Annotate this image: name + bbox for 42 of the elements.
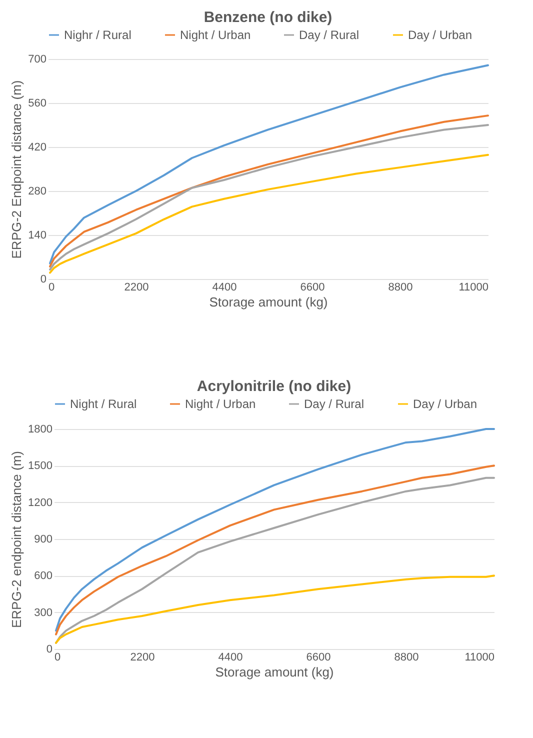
legend-label: Night / Rural [70, 397, 137, 411]
legend-label: Nighr / Rural [64, 28, 132, 42]
legend-label: Day / Rural [299, 28, 360, 42]
y-tick-label: 280 [28, 186, 46, 198]
y-tick-label: 420 [28, 142, 46, 154]
legend-label: Night / Urban [180, 28, 251, 42]
x-tick-label: 6600 [300, 282, 325, 294]
x-tick-label: 8800 [388, 282, 413, 294]
x-tick-label: 2200 [124, 282, 149, 294]
x-tick-label: 4400 [212, 282, 237, 294]
legend-label: Day / Urban [413, 397, 478, 411]
x-tick-label: 11000 [458, 282, 488, 294]
y-tick-label: 140 [28, 230, 46, 242]
x-axis-title: Storage amount (kg) [209, 294, 328, 310]
x-axis-title: Storage amount (kg) [215, 664, 334, 680]
y-axis-title: ERPG-2 Endpoint distance (m) [9, 80, 24, 259]
chart-title: Benzene (no dike) [204, 9, 332, 26]
line-series [55, 428, 495, 632]
y-tick-label: 900 [34, 534, 52, 546]
x-tick-label: 11000 [464, 652, 494, 664]
line-series [55, 574, 495, 644]
y-tick-label: 1200 [28, 496, 52, 509]
y-tick-label: 300 [34, 606, 52, 619]
chart-title: Acrylonitrile (no dike) [196, 378, 352, 395]
y-tick-label: 700 [28, 54, 46, 66]
legend-label: Night / Urban [185, 397, 256, 411]
y-tick-label: 1800 [28, 424, 52, 436]
y-tick-label: 0 [46, 644, 52, 656]
x-tick-label: 2200 [130, 652, 155, 664]
line-series [49, 64, 489, 264]
y-tick-label: 600 [34, 570, 52, 582]
legend-label: Day / Urban [408, 28, 472, 42]
y-axis-title: ERPG-2 endpoint distance (m) [9, 450, 24, 628]
legend-label: Day / Rural [304, 397, 364, 411]
y-tick-label: 560 [28, 98, 46, 110]
x-tick-label: 6600 [306, 652, 331, 664]
x-tick-label: 8800 [394, 652, 419, 664]
x-tick-label: 0 [54, 652, 61, 664]
y-tick-label: 0 [40, 274, 46, 286]
x-tick-label: 4400 [218, 652, 243, 664]
line-series [49, 154, 489, 274]
y-tick-label: 1500 [28, 460, 52, 472]
